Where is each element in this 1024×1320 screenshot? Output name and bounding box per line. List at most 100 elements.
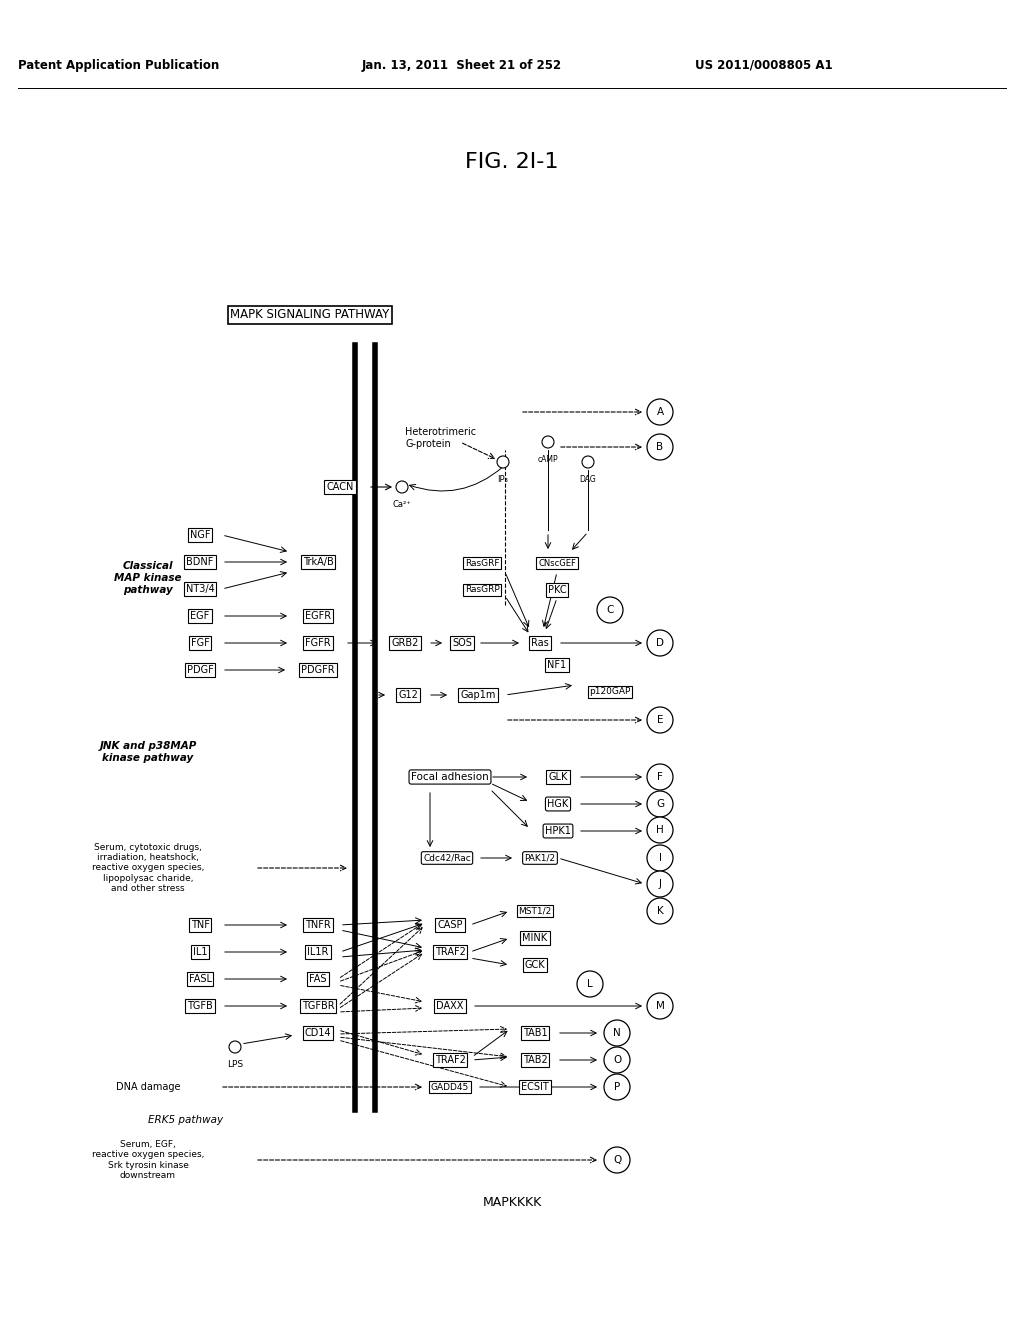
Text: TrkA/B: TrkA/B xyxy=(303,557,334,568)
Text: PDGF: PDGF xyxy=(186,665,213,675)
Text: J: J xyxy=(658,879,662,888)
Text: H: H xyxy=(656,825,664,836)
Text: Ca²⁺: Ca²⁺ xyxy=(392,500,412,510)
Text: BDNF: BDNF xyxy=(186,557,214,568)
Circle shape xyxy=(497,455,509,469)
Text: LPS: LPS xyxy=(227,1060,243,1069)
Text: FAS: FAS xyxy=(309,974,327,983)
Text: HGK: HGK xyxy=(548,799,568,809)
Text: MAPKKKK: MAPKKKK xyxy=(482,1196,542,1209)
Text: L: L xyxy=(587,979,593,989)
Text: PDGFR: PDGFR xyxy=(301,665,335,675)
Circle shape xyxy=(647,399,673,425)
Text: JNK and p38MAP
kinase pathway: JNK and p38MAP kinase pathway xyxy=(99,742,197,763)
Text: Cdc42/Rac: Cdc42/Rac xyxy=(423,854,471,862)
Text: MAPK SIGNALING PATHWAY: MAPK SIGNALING PATHWAY xyxy=(230,309,389,322)
Circle shape xyxy=(597,597,623,623)
Text: N: N xyxy=(613,1028,621,1038)
Text: TAB1: TAB1 xyxy=(522,1028,547,1038)
Text: RasGRP: RasGRP xyxy=(465,586,500,594)
Text: D: D xyxy=(656,638,664,648)
Text: NGF: NGF xyxy=(189,531,210,540)
Circle shape xyxy=(604,1147,630,1173)
Circle shape xyxy=(542,436,554,447)
Text: P: P xyxy=(613,1082,621,1092)
Text: ERK5 pathway: ERK5 pathway xyxy=(148,1115,223,1125)
Circle shape xyxy=(604,1047,630,1073)
Text: GADD45: GADD45 xyxy=(431,1082,469,1092)
Circle shape xyxy=(647,817,673,843)
Text: Serum, cytotoxic drugs,
irradiation, heatshock,
reactive oxygen species,
lipopol: Serum, cytotoxic drugs, irradiation, hea… xyxy=(92,842,204,894)
Text: TNFR: TNFR xyxy=(305,920,331,931)
Text: US 2011/0008805 A1: US 2011/0008805 A1 xyxy=(695,58,833,71)
Text: G12: G12 xyxy=(398,690,418,700)
Text: RasGRF: RasGRF xyxy=(465,558,500,568)
Text: ECSIT: ECSIT xyxy=(521,1082,549,1092)
Text: CD14: CD14 xyxy=(305,1028,332,1038)
Circle shape xyxy=(396,480,408,492)
Text: FIG. 2I-1: FIG. 2I-1 xyxy=(465,152,559,172)
Text: EGF: EGF xyxy=(190,611,210,620)
Text: Q: Q xyxy=(613,1155,622,1166)
Text: IP₃: IP₃ xyxy=(498,475,509,484)
Circle shape xyxy=(647,708,673,733)
Circle shape xyxy=(647,993,673,1019)
Text: CNscGEF: CNscGEF xyxy=(538,558,575,568)
Text: NF1: NF1 xyxy=(548,660,566,671)
Text: Focal adhesion: Focal adhesion xyxy=(411,772,488,781)
Text: DAXX: DAXX xyxy=(436,1001,464,1011)
Text: p120GAP: p120GAP xyxy=(590,688,631,697)
Text: K: K xyxy=(656,906,664,916)
Text: M: M xyxy=(655,1001,665,1011)
Text: TRAF2: TRAF2 xyxy=(434,946,466,957)
Text: A: A xyxy=(656,407,664,417)
Text: GRB2: GRB2 xyxy=(391,638,419,648)
Text: TNF: TNF xyxy=(190,920,210,931)
Text: PKC: PKC xyxy=(548,585,566,595)
Text: TAB2: TAB2 xyxy=(522,1055,548,1065)
Text: F: F xyxy=(657,772,663,781)
Text: Ras: Ras xyxy=(531,638,549,648)
Circle shape xyxy=(647,871,673,898)
Text: Serum, EGF,
reactive oxygen species,
Srk tyrosin kinase
downstream: Serum, EGF, reactive oxygen species, Srk… xyxy=(92,1140,204,1180)
Circle shape xyxy=(647,845,673,871)
Text: GCK: GCK xyxy=(524,960,546,970)
Text: CASP: CASP xyxy=(437,920,463,931)
Text: Patent Application Publication: Patent Application Publication xyxy=(18,58,219,71)
Text: I: I xyxy=(658,853,662,863)
Circle shape xyxy=(582,455,594,469)
Text: NT3/4: NT3/4 xyxy=(185,583,214,594)
Text: MINK: MINK xyxy=(522,933,548,942)
Text: HPK1: HPK1 xyxy=(545,826,571,836)
Text: CACN: CACN xyxy=(327,482,353,492)
Circle shape xyxy=(229,1041,241,1053)
Text: EGFR: EGFR xyxy=(305,611,331,620)
Text: DNA damage: DNA damage xyxy=(116,1082,180,1092)
Circle shape xyxy=(604,1020,630,1045)
Text: SOS: SOS xyxy=(452,638,472,648)
Circle shape xyxy=(647,630,673,656)
Text: MST1/2: MST1/2 xyxy=(518,907,552,916)
Text: PAK1/2: PAK1/2 xyxy=(524,854,556,862)
Text: TRAF2: TRAF2 xyxy=(434,1055,466,1065)
Text: E: E xyxy=(656,715,664,725)
Text: GLK: GLK xyxy=(548,772,567,781)
Text: Heterotrimeric
G-protein: Heterotrimeric G-protein xyxy=(406,428,476,449)
Circle shape xyxy=(604,1074,630,1100)
Circle shape xyxy=(647,434,673,459)
Circle shape xyxy=(647,764,673,789)
Text: FASL: FASL xyxy=(188,974,212,983)
Text: DAG: DAG xyxy=(580,475,596,484)
Text: IL1: IL1 xyxy=(193,946,207,957)
Text: TGFB: TGFB xyxy=(187,1001,213,1011)
Text: O: O xyxy=(613,1055,622,1065)
Text: cAMP: cAMP xyxy=(538,455,558,465)
Text: Classical
MAP kinase
pathway: Classical MAP kinase pathway xyxy=(115,561,181,594)
Text: FGFR: FGFR xyxy=(305,638,331,648)
Text: FGF: FGF xyxy=(190,638,209,648)
Text: Gap1m: Gap1m xyxy=(461,690,496,700)
Circle shape xyxy=(577,972,603,997)
Circle shape xyxy=(647,898,673,924)
Text: IL1R: IL1R xyxy=(307,946,329,957)
Circle shape xyxy=(647,791,673,817)
